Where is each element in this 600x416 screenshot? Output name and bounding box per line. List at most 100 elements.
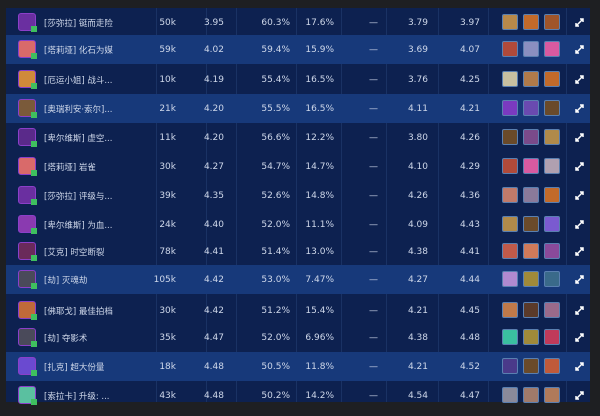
table-row[interactable]: [劫] 夺影术 35k 4.47 52.0% 6.96% — 4.38 4.48 xyxy=(6,323,590,352)
unit-icon[interactable] xyxy=(523,358,539,374)
unit-icon[interactable] xyxy=(544,216,560,232)
v1-cell: 4.21 xyxy=(407,361,428,372)
unit-icon[interactable] xyxy=(544,243,560,259)
unit-icon[interactable] xyxy=(502,100,518,116)
table-row[interactable]: [索拉卡] 升级: ... 43k 4.48 50.2% 14.2% — 4.54 4.47 xyxy=(6,381,590,410)
unit-icon[interactable] xyxy=(502,271,518,287)
unit-icon[interactable] xyxy=(502,216,518,232)
unit-icon[interactable] xyxy=(544,358,560,374)
expand-icon[interactable] xyxy=(572,94,586,123)
comp-name[interactable]: [劫] 灭魂劫 xyxy=(44,275,88,286)
unit-icon[interactable] xyxy=(502,41,518,57)
unit-icon[interactable] xyxy=(523,14,539,30)
unit-icon[interactable] xyxy=(502,129,518,145)
unit-icon[interactable] xyxy=(502,71,518,87)
unit-icon[interactable] xyxy=(523,187,539,203)
unit-icon[interactable] xyxy=(502,329,518,345)
comp-name[interactable]: [厄运小姐] 战斗... xyxy=(44,75,113,86)
unit-icon[interactable] xyxy=(544,100,560,116)
comp-name[interactable]: [莎弥拉] 评级与... xyxy=(44,191,113,202)
v1-cell: 4.54 xyxy=(407,390,428,401)
unit-icon[interactable] xyxy=(523,158,539,174)
expand-icon[interactable] xyxy=(572,152,586,181)
comp-name[interactable]: [塔莉垭] 化石为媒 xyxy=(44,45,113,56)
delta-cell: — xyxy=(369,246,378,257)
top4-cell: 54.7% xyxy=(261,161,290,172)
table-row[interactable]: [佛耶戈] 最佳拍档 30k 4.42 51.2% 15.4% — 4.21 4.45 xyxy=(6,296,590,325)
unit-icon[interactable] xyxy=(502,243,518,259)
table-row[interactable]: [艾克] 时空断裂 78k 4.41 51.4% 13.0% — 4.38 4.41 xyxy=(6,237,590,266)
table-row[interactable]: [劫] 灭魂劫 105k 4.42 53.0% 7.47% — 4.27 4.44 xyxy=(6,265,590,294)
unit-icon[interactable] xyxy=(523,243,539,259)
expand-icon[interactable] xyxy=(572,123,586,152)
unit-icon[interactable] xyxy=(523,329,539,345)
table-row[interactable]: [卑尔维斯] 为血... 24k 4.40 52.0% 11.1% — 4.09 4.43 xyxy=(6,210,590,239)
unit-icon[interactable] xyxy=(544,14,560,30)
expand-icon[interactable] xyxy=(572,352,586,381)
unit-icon[interactable] xyxy=(502,14,518,30)
table-row[interactable]: [塔莉垭] 化石为媒 59k 4.02 59.4% 15.9% — 3.69 4.07 xyxy=(6,35,590,64)
expand-icon[interactable] xyxy=(572,210,586,239)
unit-icon[interactable] xyxy=(544,329,560,345)
comp-name[interactable]: [索拉卡] 升级: ... xyxy=(44,391,110,402)
unit-icon[interactable] xyxy=(523,216,539,232)
unit-icon[interactable] xyxy=(502,158,518,174)
unit-icon[interactable] xyxy=(544,129,560,145)
expand-icon[interactable] xyxy=(572,237,586,266)
comp-name[interactable]: [扎克] 超大份量 xyxy=(44,362,105,373)
comp-name[interactable]: [莎弥拉] 铤而走险 xyxy=(44,18,113,29)
plays-cell: 11k xyxy=(159,132,176,143)
unit-icon[interactable] xyxy=(523,41,539,57)
expand-icon[interactable] xyxy=(572,265,586,294)
comp-name[interactable]: [艾克] 时空断裂 xyxy=(44,247,105,258)
champion-avatar xyxy=(18,186,37,205)
table-row[interactable]: [奥瑞利安·索尔]... 21k 4.20 55.5% 16.5% — 4.11 4.21 xyxy=(6,94,590,123)
table-row[interactable]: [塔莉垭] 岩雀 30k 4.27 54.7% 14.7% — 4.10 4.29 xyxy=(6,152,590,181)
expand-icon[interactable] xyxy=(572,65,586,94)
unit-icon[interactable] xyxy=(523,129,539,145)
expand-icon[interactable] xyxy=(572,181,586,210)
unit-icon[interactable] xyxy=(523,302,539,318)
v1-cell: 3.79 xyxy=(407,17,428,28)
unit-icon[interactable] xyxy=(544,187,560,203)
top4-cell: 50.2% xyxy=(261,390,290,401)
unit-icon[interactable] xyxy=(502,187,518,203)
v1-cell: 4.38 xyxy=(407,246,428,257)
unit-icon[interactable] xyxy=(502,358,518,374)
unit-icon[interactable] xyxy=(523,271,539,287)
expand-icon[interactable] xyxy=(572,296,586,325)
table-row[interactable]: [莎弥拉] 评级与... 39k 4.35 52.6% 14.8% — 4.26 4.36 xyxy=(6,181,590,210)
expand-icon[interactable] xyxy=(572,381,586,410)
comp-name[interactable]: [佛耶戈] 最佳拍档 xyxy=(44,306,113,317)
win-cell: 15.4% xyxy=(305,305,334,316)
unit-icon[interactable] xyxy=(502,302,518,318)
win-cell: 15.9% xyxy=(305,44,334,55)
unit-icon[interactable] xyxy=(544,271,560,287)
column-divider xyxy=(438,8,439,402)
expand-icon[interactable] xyxy=(572,8,586,37)
comp-name[interactable]: [奥瑞利安·索尔]... xyxy=(44,104,113,115)
comp-name[interactable]: [卑尔维斯] 为血... xyxy=(44,220,113,231)
unit-icon[interactable] xyxy=(544,302,560,318)
column-divider xyxy=(156,8,157,402)
unit-icon[interactable] xyxy=(544,158,560,174)
champion-avatar xyxy=(18,13,37,32)
table-row[interactable]: [莎弥拉] 铤而走险 50k 3.95 60.3% 17.6% — 3.79 3.97 xyxy=(6,8,590,37)
expand-icon[interactable] xyxy=(572,323,586,352)
unit-icon[interactable] xyxy=(544,387,560,403)
unit-icon[interactable] xyxy=(544,41,560,57)
table-row[interactable]: [扎克] 超大份量 18k 4.48 50.5% 11.8% — 4.21 4.52 xyxy=(6,352,590,381)
table-row[interactable]: [卑尔维斯] 虚空... 11k 4.20 56.6% 12.2% — 3.80 4.26 xyxy=(6,123,590,152)
v2-cell: 4.45 xyxy=(459,305,480,316)
unit-icon[interactable] xyxy=(544,71,560,87)
unit-icon[interactable] xyxy=(502,387,518,403)
comp-name[interactable]: [劫] 夺影术 xyxy=(44,333,88,344)
table-row[interactable]: [厄运小姐] 战斗... 10k 4.19 55.4% 16.5% — 3.76 4.25 xyxy=(6,65,590,94)
comp-name[interactable]: [塔莉垭] 岩雀 xyxy=(44,162,96,173)
comp-name[interactable]: [卑尔维斯] 虚空... xyxy=(44,133,113,144)
unit-icon[interactable] xyxy=(523,387,539,403)
unit-icon[interactable] xyxy=(523,71,539,87)
expand-icon[interactable] xyxy=(572,35,586,64)
avg-cell: 4.20 xyxy=(203,103,224,114)
unit-icon[interactable] xyxy=(523,100,539,116)
